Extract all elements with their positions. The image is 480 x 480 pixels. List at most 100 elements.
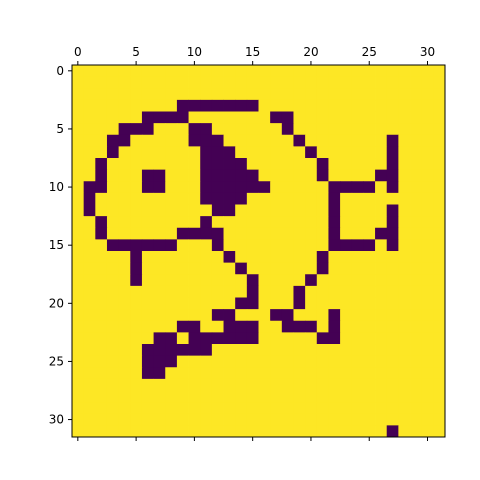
heatmap-cell <box>270 88 282 100</box>
heatmap-cell <box>363 135 375 147</box>
heatmap-cell <box>259 65 271 77</box>
heatmap-cell <box>410 135 422 147</box>
heatmap-cell <box>317 216 329 228</box>
heatmap-cell <box>282 321 294 333</box>
heatmap-cell <box>328 193 340 205</box>
heatmap-cell <box>130 367 142 379</box>
heatmap-cell <box>107 135 119 147</box>
heatmap-cell <box>165 77 177 89</box>
heatmap-cell <box>340 425 352 437</box>
heatmap-cell <box>235 170 247 182</box>
heatmap-cell <box>119 332 131 344</box>
heatmap-cell <box>422 356 434 368</box>
heatmap-cell <box>154 123 166 135</box>
heatmap-cell <box>259 402 271 414</box>
heatmap-cell <box>340 274 352 286</box>
heatmap-cell <box>107 228 119 240</box>
heatmap-cell <box>433 367 445 379</box>
heatmap-cell <box>189 391 201 403</box>
heatmap-cell <box>270 402 282 414</box>
heatmap-cell <box>433 344 445 356</box>
heatmap-cell <box>119 216 131 228</box>
heatmap-cell <box>235 263 247 275</box>
heatmap-cell <box>282 286 294 298</box>
heatmap-cell <box>340 65 352 77</box>
heatmap-cell <box>398 286 410 298</box>
heatmap-cell <box>398 158 410 170</box>
heatmap-cell <box>154 228 166 240</box>
heatmap-cell <box>328 251 340 263</box>
heatmap-cell <box>247 379 259 391</box>
heatmap-cell <box>84 65 96 77</box>
heatmap-cell <box>189 158 201 170</box>
heatmap-cell <box>410 181 422 193</box>
heatmap-cell <box>235 158 247 170</box>
heatmap-cell <box>200 367 212 379</box>
heatmap-cell <box>340 251 352 263</box>
heatmap-cell <box>305 193 317 205</box>
heatmap-cell <box>235 344 247 356</box>
heatmap-cell <box>95 286 107 298</box>
heatmap-cell <box>107 321 119 333</box>
heatmap-cell <box>177 158 189 170</box>
heatmap-cell <box>247 239 259 251</box>
heatmap-cell <box>317 100 329 112</box>
heatmap-cell <box>189 379 201 391</box>
heatmap-cell <box>119 239 131 251</box>
heatmap-cell <box>247 332 259 344</box>
heatmap-cell <box>282 391 294 403</box>
heatmap-cell <box>398 274 410 286</box>
heatmap-cell <box>224 239 236 251</box>
heatmap-cell <box>119 298 131 310</box>
heatmap-cell <box>95 123 107 135</box>
heatmap-cell <box>305 135 317 147</box>
heatmap-cell <box>340 216 352 228</box>
heatmap-cell <box>387 379 399 391</box>
heatmap-cell <box>200 402 212 414</box>
heatmap-cell <box>189 332 201 344</box>
heatmap-cell <box>142 344 154 356</box>
heatmap-cell <box>259 344 271 356</box>
heatmap-cell <box>270 65 282 77</box>
heatmap-cell <box>154 65 166 77</box>
heatmap-cell <box>224 274 236 286</box>
heatmap-cell <box>200 228 212 240</box>
heatmap-cell <box>224 100 236 112</box>
heatmap-cell <box>282 414 294 426</box>
heatmap-cell <box>293 344 305 356</box>
heatmap-cell <box>247 123 259 135</box>
heatmap-cell <box>363 414 375 426</box>
heatmap-cell <box>212 367 224 379</box>
heatmap-cell <box>387 88 399 100</box>
heatmap-cell <box>363 274 375 286</box>
heatmap-cell <box>270 181 282 193</box>
heatmap-cell <box>165 391 177 403</box>
heatmap-cell <box>165 88 177 100</box>
heatmap-cell <box>212 251 224 263</box>
heatmap-cell <box>84 414 96 426</box>
heatmap-cell <box>259 309 271 321</box>
heatmap-cell <box>305 239 317 251</box>
heatmap-cell <box>340 321 352 333</box>
heatmap-cell <box>410 170 422 182</box>
heatmap-cell <box>317 77 329 89</box>
heatmap-cell <box>107 77 119 89</box>
heatmap-cell <box>72 414 84 426</box>
heatmap-cell <box>130 239 142 251</box>
heatmap-cell <box>95 298 107 310</box>
heatmap-cell <box>363 146 375 158</box>
heatmap-cell <box>422 146 434 158</box>
heatmap-cell <box>189 228 201 240</box>
heatmap-cell <box>259 274 271 286</box>
heatmap-cell <box>84 298 96 310</box>
heatmap-cell <box>363 77 375 89</box>
heatmap-cell <box>165 332 177 344</box>
heatmap-cell <box>165 309 177 321</box>
heatmap-cell <box>363 228 375 240</box>
heatmap-cell <box>165 216 177 228</box>
heatmap-cell <box>375 65 387 77</box>
heatmap-cell <box>224 135 236 147</box>
heatmap-cell <box>200 88 212 100</box>
heatmap-cell <box>247 263 259 275</box>
heatmap-cell <box>200 251 212 263</box>
